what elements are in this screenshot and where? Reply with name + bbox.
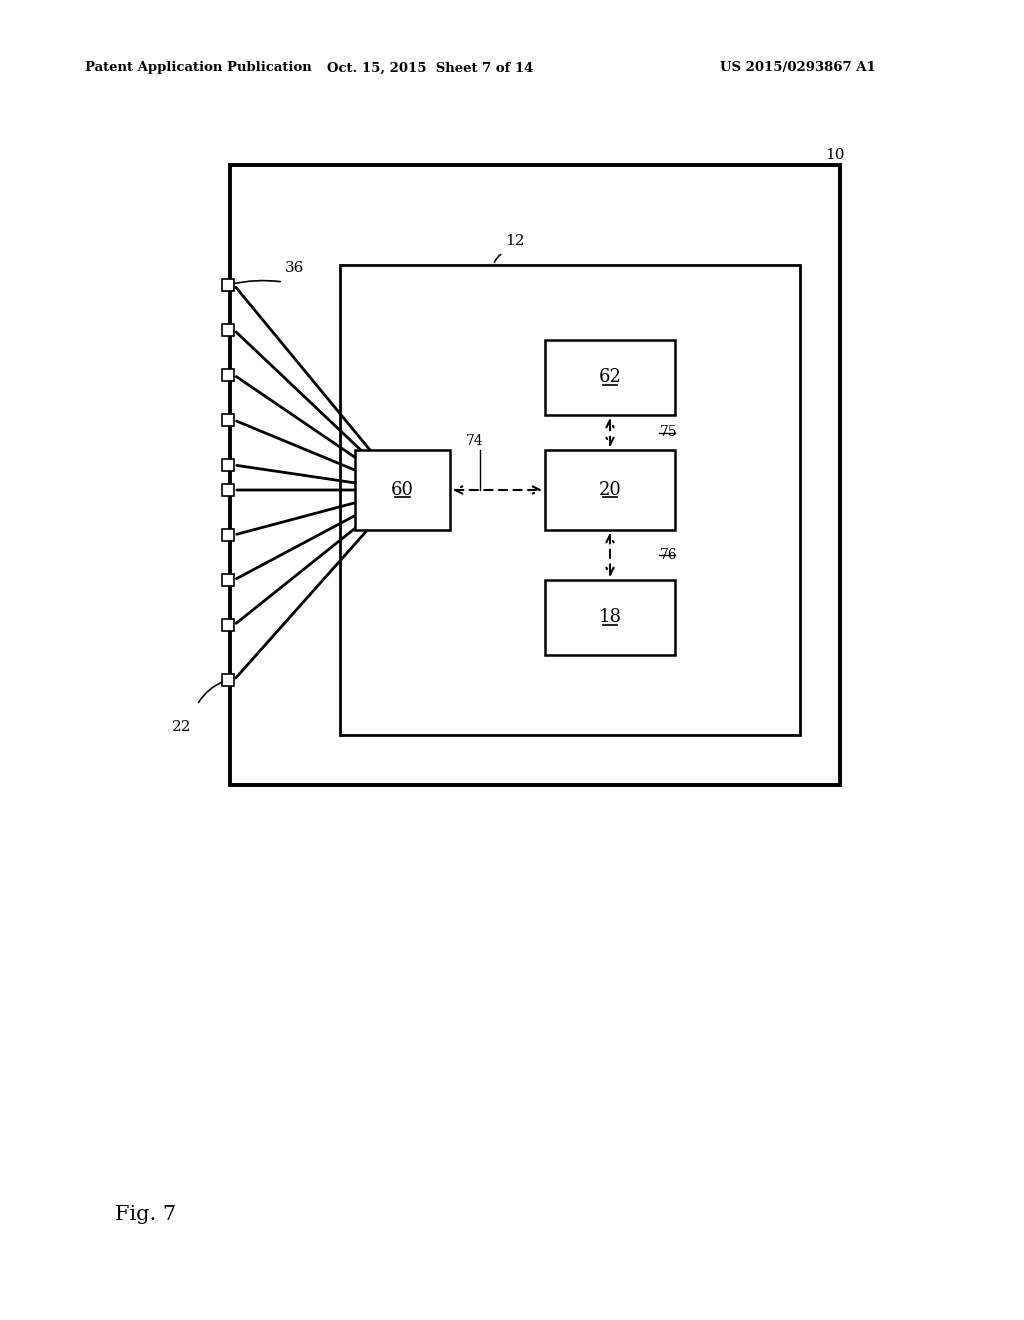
Text: Patent Application Publication: Patent Application Publication	[85, 62, 311, 74]
Bar	[230, 165, 840, 785]
Bar	[545, 341, 675, 414]
Bar	[545, 579, 675, 655]
Text: Oct. 15, 2015  Sheet 7 of 14: Oct. 15, 2015 Sheet 7 of 14	[327, 62, 534, 74]
Bar	[222, 484, 234, 496]
Bar	[222, 459, 234, 471]
Bar	[222, 414, 234, 426]
Text: 62: 62	[599, 368, 622, 387]
Bar	[222, 574, 234, 586]
Text: 60: 60	[391, 480, 414, 499]
Text: 10: 10	[825, 148, 845, 162]
Text: 74: 74	[466, 434, 484, 447]
Bar	[222, 675, 234, 686]
Text: Fig. 7: Fig. 7	[115, 1205, 176, 1225]
Text: 22: 22	[172, 719, 191, 734]
Text: 20: 20	[599, 480, 622, 499]
Text: 76: 76	[660, 548, 678, 562]
Bar	[545, 450, 675, 531]
Bar	[355, 450, 450, 531]
Bar	[222, 279, 234, 290]
Bar	[222, 619, 234, 631]
Text: 18: 18	[598, 609, 622, 627]
Bar	[340, 265, 800, 735]
Text: 75: 75	[660, 425, 678, 440]
Bar	[222, 370, 234, 381]
Text: 36: 36	[285, 261, 304, 275]
Text: US 2015/0293867 A1: US 2015/0293867 A1	[720, 62, 876, 74]
Bar	[222, 529, 234, 541]
Text: 12: 12	[505, 234, 524, 248]
Bar	[222, 323, 234, 337]
